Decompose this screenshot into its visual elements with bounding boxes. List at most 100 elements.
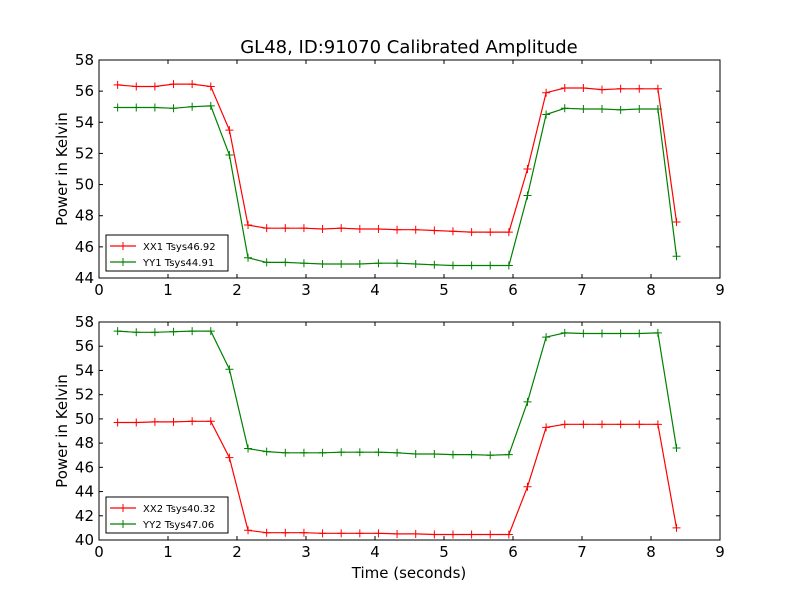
data-point [635,105,644,114]
data-point [430,260,439,269]
y-tick-label: 56 [75,82,94,100]
x-tick-label: 1 [163,281,173,299]
x-tick-label: 7 [577,543,587,561]
data-point [486,530,495,539]
data-point [150,417,159,426]
data-point [653,328,662,337]
data-point [169,417,178,426]
data-point [430,530,439,539]
data-point [132,328,141,337]
plot-frame [98,321,721,541]
x-axis-title: Time (seconds) [351,564,467,582]
plot-frame [98,59,721,279]
data-point [206,82,215,91]
data-point [616,105,625,114]
data-point [616,420,625,429]
x-tick-label: 3 [301,281,311,299]
data-point [486,261,495,270]
data-point [206,417,215,426]
legend-entry: XX2 Tsys40.32 [143,504,216,515]
y-tick-label: 52 [75,144,94,162]
x-tick-label: 0 [94,543,104,561]
data-point [299,528,308,537]
data-point [113,327,122,336]
x-tick-label: 8 [646,281,656,299]
data-point [579,420,588,429]
data-point [113,80,122,89]
data-point [616,84,625,93]
data-point [635,84,644,93]
legend-entry: XX1 Tsys46.92 [143,242,216,253]
data-point [542,88,551,97]
data-point [206,327,215,336]
data-point [169,104,178,113]
data-point [467,261,476,270]
data-point [635,420,644,429]
x-tick-label: 9 [715,543,725,561]
data-point [150,328,159,337]
legend-marker [119,258,127,266]
data-point [188,80,197,89]
y-axis-title: Power in Kelvin [53,112,71,226]
data-point [579,329,588,338]
y-tick-label: 56 [75,337,94,355]
data-point [393,225,402,234]
legend-marker [119,242,127,250]
data-point [262,258,271,267]
data-point [560,104,569,113]
data-point [113,103,122,112]
data-point [169,80,178,89]
data-point [225,150,234,159]
data-point [299,224,308,233]
data-point [393,529,402,538]
data-point [560,328,569,337]
data-point [355,529,364,538]
legend-entry: YY1 Tsys44.91 [142,258,214,269]
data-point [504,228,513,237]
legend-box [105,496,229,534]
data-point [355,259,364,268]
data-point [244,526,253,535]
data-point [504,450,513,459]
data-point [374,224,383,233]
data-point [374,529,383,538]
x-tick-label: 9 [715,281,725,299]
data-point [262,528,271,537]
y-tick-label: 42 [75,507,94,525]
data-point [225,126,234,135]
data-point [448,261,457,270]
data-point [523,397,532,406]
chart-title: GL48, ID:91070 Calibrated Amplitude [240,37,578,58]
y-tick-label: 54 [75,361,94,379]
data-point [579,84,588,93]
data-point [355,224,364,233]
data-point [598,329,607,338]
y-tick-label: 44 [75,483,94,501]
data-point [374,259,383,268]
data-point [318,529,327,538]
data-point [150,103,159,112]
data-point [337,529,346,538]
x-tick-label: 5 [439,281,449,299]
y-tick-label: 40 [75,531,94,549]
data-point [318,448,327,457]
data-point [598,85,607,94]
x-tick-label: 2 [232,543,242,561]
data-point [523,165,532,173]
data-point [635,329,644,338]
y-tick-label: 58 [75,313,94,331]
data-point [467,530,476,539]
data-point [486,228,495,237]
data-point [653,84,662,93]
data-point [542,423,551,432]
data-point [486,451,495,460]
data-point [579,105,588,114]
data-point [653,105,662,114]
data-point [411,450,420,459]
data-point [318,259,327,268]
x-tick-label: 5 [439,543,449,561]
data-point [598,420,607,429]
